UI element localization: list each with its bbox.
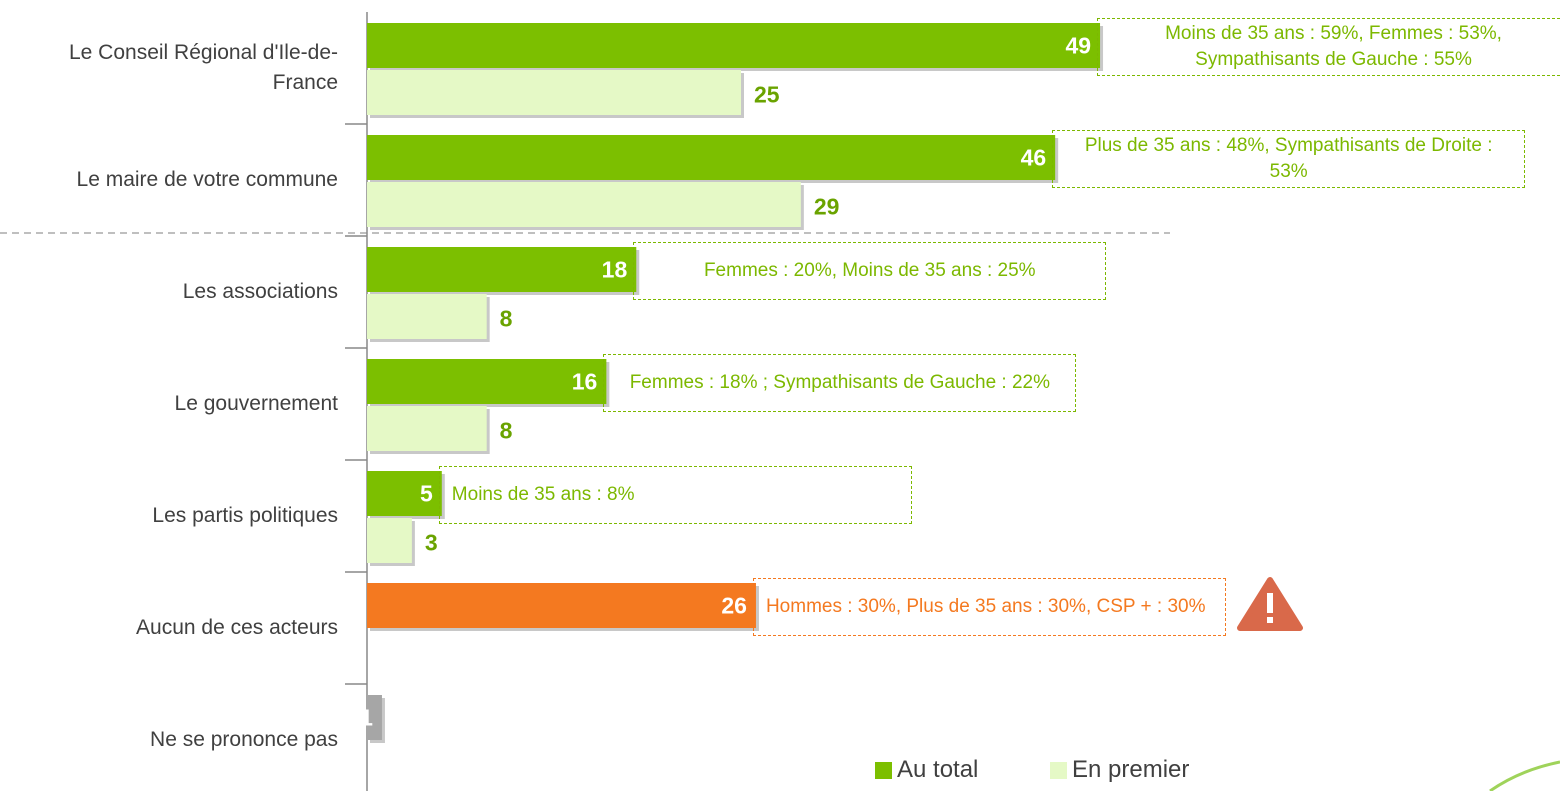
bar xyxy=(367,135,1056,180)
bar xyxy=(367,70,741,115)
legend-swatch xyxy=(1050,761,1067,779)
annotation-box: Plus de 35 ans : 48%, Sympathisants de D… xyxy=(1052,130,1526,188)
bar xyxy=(367,406,487,451)
warning-icon xyxy=(1237,577,1303,631)
bar xyxy=(367,518,412,563)
bar xyxy=(367,182,801,227)
bar xyxy=(367,294,487,339)
value-label: 1 xyxy=(360,705,373,731)
legend-label: Au total xyxy=(897,756,979,783)
annotation-box: Hommes : 30%, Plus de 35 ans : 30%, CSP … xyxy=(752,578,1226,636)
legend-swatch xyxy=(875,761,892,779)
category-label: Le gouvernement xyxy=(174,392,338,415)
value-label: 46 xyxy=(1021,145,1047,171)
value-label: 16 xyxy=(572,369,598,395)
category-label: Le maire de votre commune xyxy=(76,168,338,191)
category-label: Le Conseil Régional d'Ile-de-France xyxy=(68,41,338,94)
annotation-text: Moins de 35 ans : 8% xyxy=(451,484,635,505)
bar xyxy=(367,23,1101,68)
value-label: 5 xyxy=(420,481,433,507)
legend-item: En premier xyxy=(1050,756,1189,784)
annotation-box: Femmes : 20%, Moins de 35 ans : 25% xyxy=(633,242,1107,300)
decoration xyxy=(1489,760,1560,791)
value-label: 18 xyxy=(602,257,628,283)
annotation-text: Moins de 35 ans : 59%, Femmes : 53%, Sym… xyxy=(1165,23,1502,70)
annotation-box: Moins de 35 ans : 59%, Femmes : 53%, Sym… xyxy=(1097,18,1560,76)
bar xyxy=(367,583,756,628)
value-label: 8 xyxy=(500,418,513,444)
annotation-text: Hommes : 30%, Plus de 35 ans : 30%, CSP … xyxy=(765,596,1206,617)
value-label: 29 xyxy=(814,194,840,220)
category-label: Ne se prononce pas xyxy=(150,728,338,751)
annotation-box: Femmes : 18% ; Sympathisants de Gauche :… xyxy=(603,354,1077,412)
category-label: Aucun de ces acteurs xyxy=(136,616,338,639)
bar xyxy=(367,471,442,516)
bar xyxy=(367,247,637,292)
bar xyxy=(367,695,382,740)
legend-label: En premier xyxy=(1072,756,1190,783)
category-label: Les partis politiques xyxy=(152,504,338,527)
bar xyxy=(367,359,607,404)
category-label: Les associations xyxy=(182,280,338,303)
annotation-text: Femmes : 20%, Moins de 35 ans : 25% xyxy=(703,260,1036,281)
annotation-box: Moins de 35 ans : 8% xyxy=(438,466,912,524)
value-label: 26 xyxy=(721,593,747,619)
annotation-text: Femmes : 18% ; Sympathisants de Gauche :… xyxy=(629,372,1051,393)
value-label: 25 xyxy=(754,82,780,108)
value-label: 8 xyxy=(500,306,513,332)
value-label: 3 xyxy=(425,530,438,556)
legend-item: Au total xyxy=(875,756,978,784)
annotation-text: Plus de 35 ans : 48%, Sympathisants de D… xyxy=(1084,135,1493,182)
value-label: 49 xyxy=(1065,33,1091,59)
